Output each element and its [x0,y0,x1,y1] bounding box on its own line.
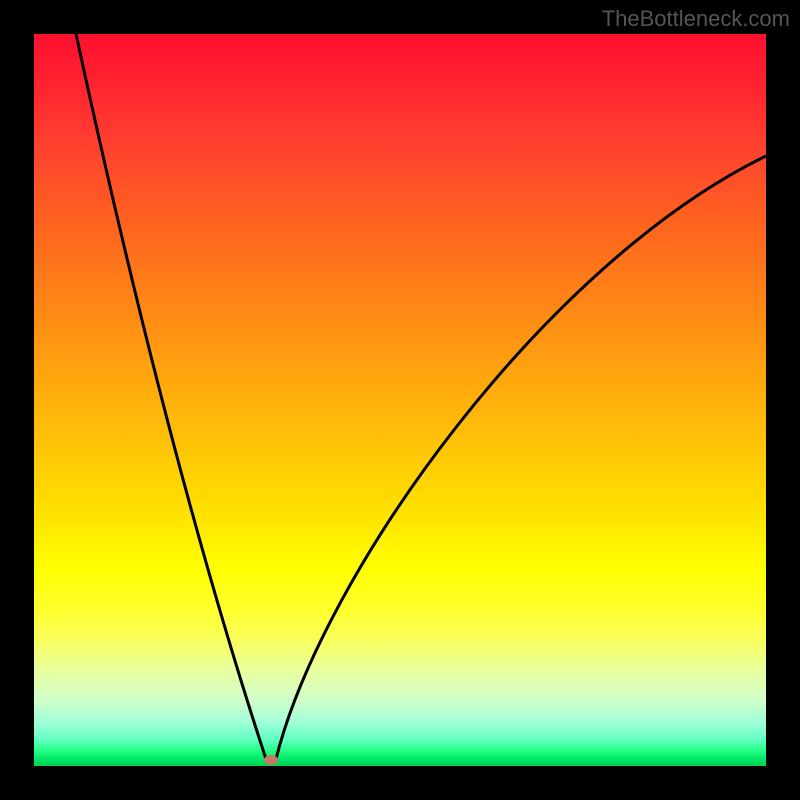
curve-left-branch [76,34,266,759]
curve-right-branch [276,156,766,759]
watermark-text: TheBottleneck.com [602,6,790,32]
bottleneck-curve [34,34,766,766]
minimum-marker [264,755,278,765]
plot-area [34,34,766,766]
